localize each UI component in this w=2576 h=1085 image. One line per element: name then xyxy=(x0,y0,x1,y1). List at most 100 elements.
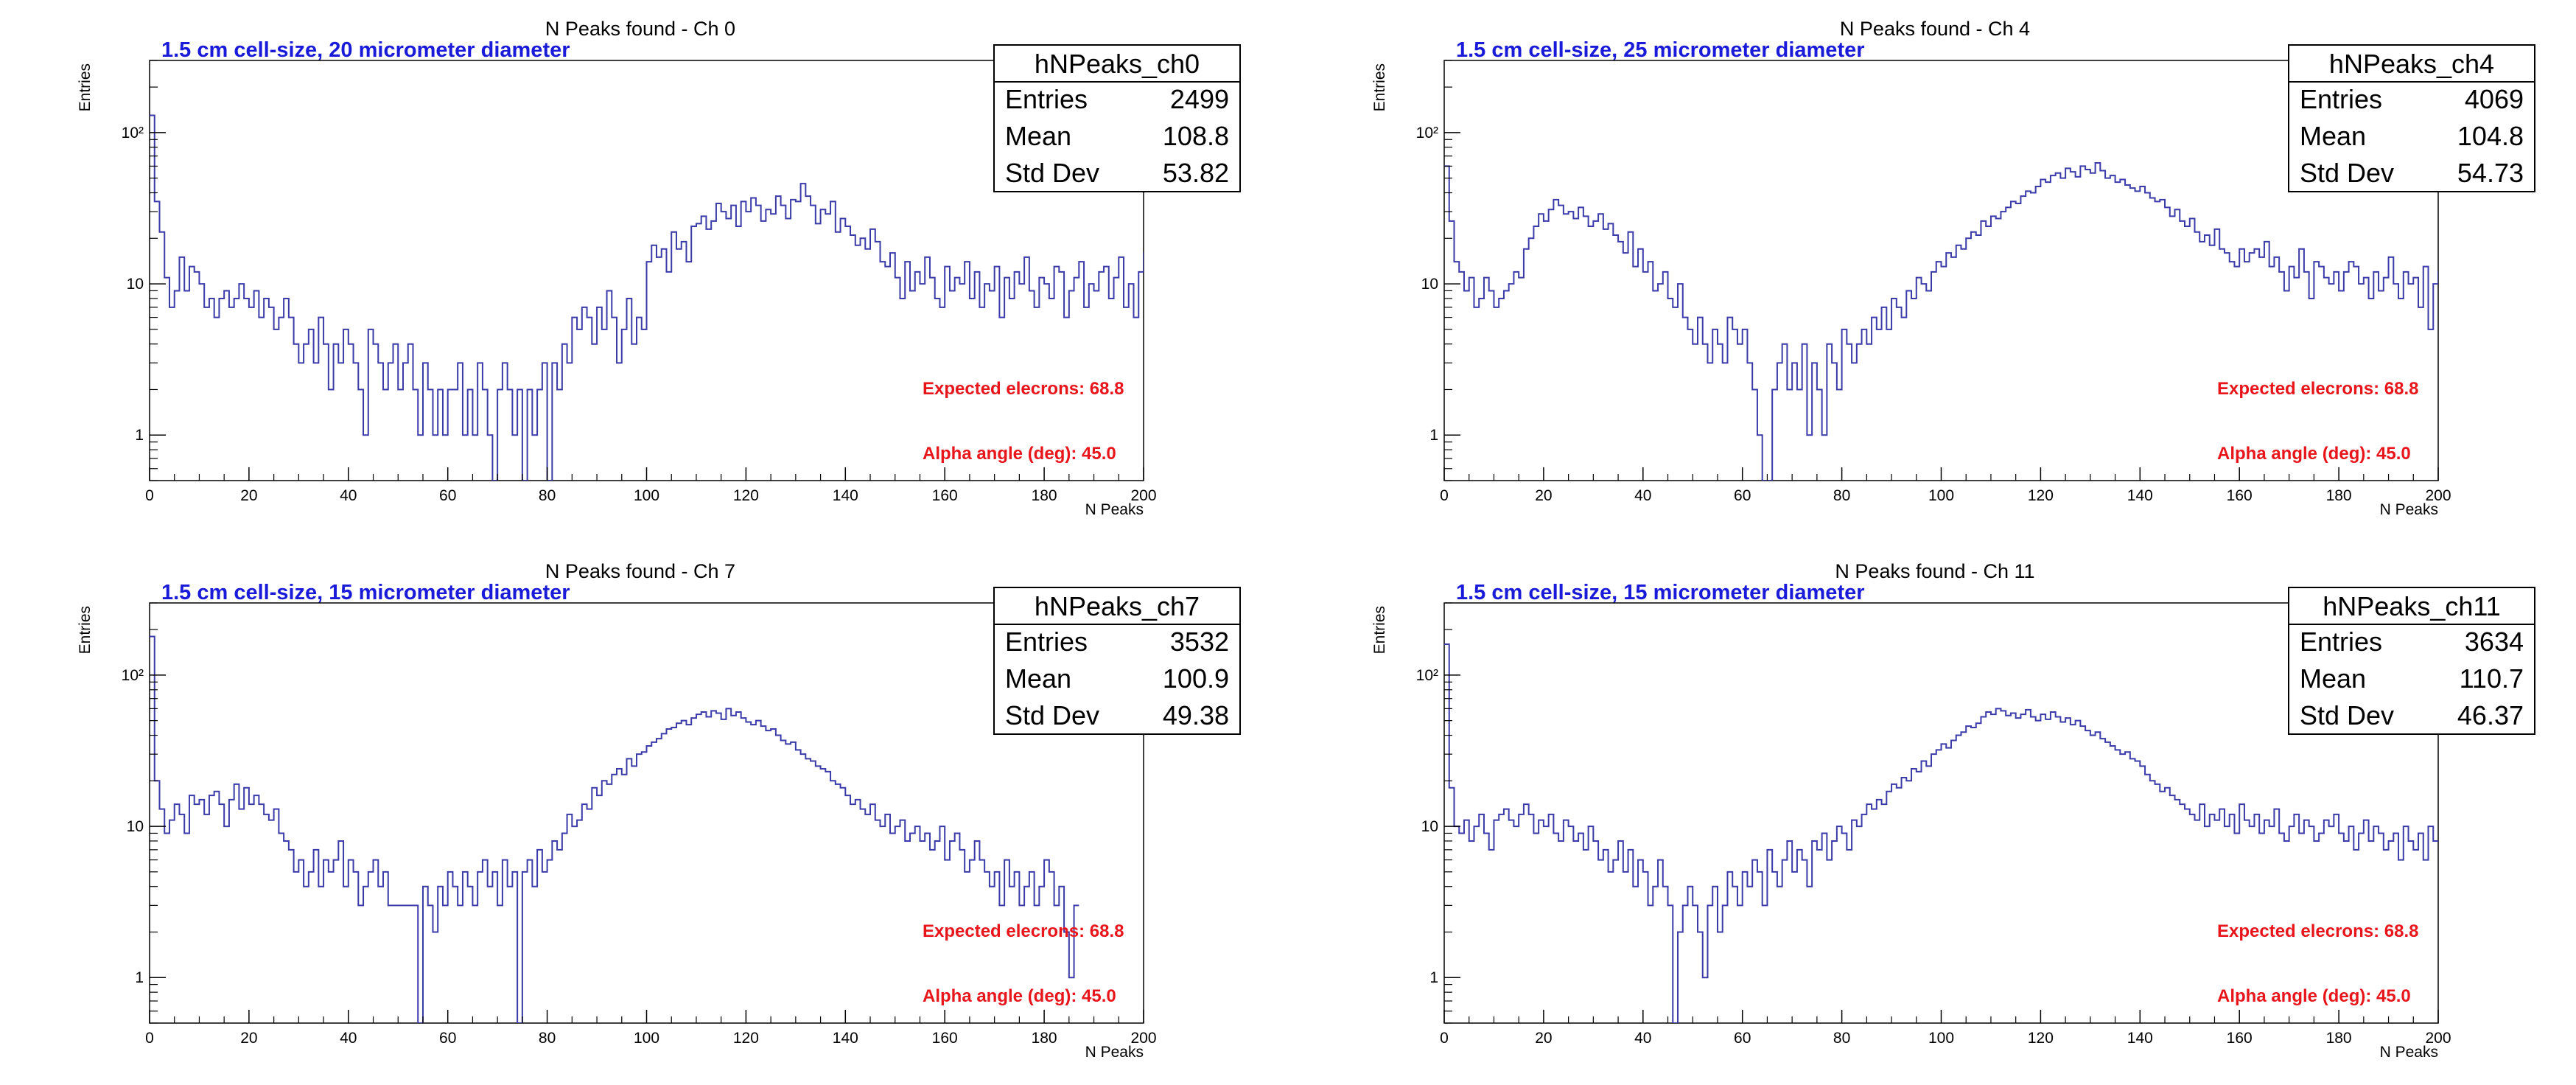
x-tick-label: 120 xyxy=(2028,1030,2054,1047)
x-tick-label: 40 xyxy=(340,1030,357,1047)
stats-name: hNPeaks_ch4 xyxy=(2329,49,2494,79)
x-tick-label: 60 xyxy=(1734,1030,1751,1047)
stats-value: 2499 xyxy=(1170,84,1229,114)
x-tick-label: 140 xyxy=(2127,1030,2153,1047)
y-tick-label: 10² xyxy=(1416,667,1438,684)
stats-label: Mean xyxy=(2300,663,2366,694)
expected-electrons-note: Expected elecrons: 68.8 xyxy=(923,921,1124,941)
chart-subtitle: 1.5 cm cell-size, 25 micrometer diameter xyxy=(1456,38,1865,62)
x-tick-label: 120 xyxy=(733,487,759,504)
x-tick-label: 80 xyxy=(1833,487,1850,504)
alpha-angle-note: Alpha angle (deg): 45.0 xyxy=(923,444,1116,464)
x-tick-label: 140 xyxy=(833,487,858,504)
stats-value: 46.37 xyxy=(2457,700,2524,730)
histogram-line xyxy=(150,114,1144,481)
x-axis-label: N Peaks xyxy=(2380,501,2438,518)
y-tick-label: 10² xyxy=(122,667,144,684)
x-axis-label: N Peaks xyxy=(2380,1044,2438,1061)
y-tick-label: 1 xyxy=(135,427,144,444)
x-tick-label: 100 xyxy=(1928,487,1954,504)
x-tick-label: 120 xyxy=(2028,487,2054,504)
x-tick-label: 20 xyxy=(1535,1030,1552,1047)
stats-name: hNPeaks_ch11 xyxy=(2323,591,2501,621)
y-tick-label: 1 xyxy=(135,969,144,986)
x-tick-label: 160 xyxy=(2227,487,2253,504)
x-tick-label: 200 xyxy=(1130,487,1156,504)
x-tick-label: 40 xyxy=(1634,1030,1651,1047)
x-tick-label: 0 xyxy=(1440,487,1449,504)
x-tick-label: 180 xyxy=(2326,1030,2352,1047)
x-tick-label: 80 xyxy=(539,1030,556,1047)
x-tick-label: 100 xyxy=(634,487,659,504)
chart-subtitle: 1.5 cm cell-size, 15 micrometer diameter xyxy=(161,581,570,604)
stats-value: 3532 xyxy=(1170,627,1229,657)
y-tick-label: 10² xyxy=(122,125,144,142)
x-tick-label: 160 xyxy=(932,487,958,504)
x-tick-label: 60 xyxy=(439,1030,456,1047)
stats-box xyxy=(2288,44,2535,192)
stats-label: Std Dev xyxy=(1005,158,1099,188)
chart-title: N Peaks found - Ch 4 xyxy=(1840,18,2030,40)
stats-value: 3634 xyxy=(2465,627,2524,657)
chart-panel-3: N Peaks found - Ch 111.5 cm cell-size, 1… xyxy=(1371,560,2535,1061)
stats-value: 53.82 xyxy=(1163,158,1229,188)
x-tick-label: 0 xyxy=(145,1030,154,1047)
stats-label: Std Dev xyxy=(2300,158,2394,188)
y-axis-label: Entries xyxy=(1371,63,1388,111)
x-tick-label: 140 xyxy=(2127,487,2153,504)
stats-value: 54.73 xyxy=(2457,158,2524,188)
x-tick-label: 40 xyxy=(1634,487,1651,504)
x-tick-label: 160 xyxy=(2227,1030,2253,1047)
x-tick-label: 100 xyxy=(634,1030,659,1047)
stats-label: Mean xyxy=(2300,121,2366,151)
histogram-line xyxy=(150,635,1079,1023)
chart-panel-1: N Peaks found - Ch 41.5 cm cell-size, 25… xyxy=(1371,18,2535,518)
x-tick-label: 0 xyxy=(1440,1030,1449,1047)
x-tick-label: 40 xyxy=(340,487,357,504)
chart-title: N Peaks found - Ch 7 xyxy=(545,560,735,582)
alpha-angle-note: Alpha angle (deg): 45.0 xyxy=(2217,986,2411,1006)
chart-subtitle: 1.5 cm cell-size, 20 micrometer diameter xyxy=(161,38,570,62)
stats-value: 100.9 xyxy=(1163,663,1229,694)
x-tick-label: 120 xyxy=(733,1030,759,1047)
stats-label: Entries xyxy=(2300,627,2382,657)
y-tick-label: 10 xyxy=(127,276,144,293)
x-tick-label: 60 xyxy=(439,487,456,504)
y-axis-label: Entries xyxy=(1371,606,1388,654)
x-tick-label: 80 xyxy=(539,487,556,504)
x-tick-label: 200 xyxy=(2425,1030,2451,1047)
chart-title: N Peaks found - Ch 0 xyxy=(545,18,735,40)
stats-label: Std Dev xyxy=(2300,700,2394,730)
x-axis-label: N Peaks xyxy=(1085,1044,1144,1061)
stats-label: Entries xyxy=(2300,84,2382,114)
x-tick-label: 140 xyxy=(833,1030,858,1047)
y-tick-label: 10 xyxy=(1421,818,1438,835)
x-tick-label: 20 xyxy=(240,1030,257,1047)
x-tick-label: 20 xyxy=(240,487,257,504)
y-tick-label: 10 xyxy=(127,818,144,835)
stats-value: 104.8 xyxy=(2457,121,2524,151)
alpha-angle-note: Alpha angle (deg): 45.0 xyxy=(2217,444,2411,464)
y-tick-label: 10 xyxy=(1421,276,1438,293)
histogram-line xyxy=(1444,643,2438,1023)
chart-title: N Peaks found - Ch 11 xyxy=(1835,560,2034,582)
stats-value: 49.38 xyxy=(1163,700,1229,730)
stats-label: Mean xyxy=(1005,121,1071,151)
stats-box xyxy=(993,44,1241,192)
expected-electrons-note: Expected elecrons: 68.8 xyxy=(2217,379,2418,399)
y-tick-label: 1 xyxy=(1429,427,1438,444)
stats-value: 110.7 xyxy=(2460,663,2524,694)
x-tick-label: 0 xyxy=(145,487,154,504)
y-tick-label: 1 xyxy=(1429,969,1438,986)
chart-panel-0: N Peaks found - Ch 01.5 cm cell-size, 20… xyxy=(77,18,1241,518)
alpha-angle-note: Alpha angle (deg): 45.0 xyxy=(923,986,1116,1006)
stats-value: 4069 xyxy=(2465,84,2524,114)
stats-value: 108.8 xyxy=(1163,121,1229,151)
x-axis-label: N Peaks xyxy=(1085,501,1144,518)
histogram-line xyxy=(1444,162,2438,481)
x-tick-label: 180 xyxy=(2326,487,2352,504)
x-tick-label: 60 xyxy=(1734,487,1751,504)
stats-label: Entries xyxy=(1005,627,1088,657)
expected-electrons-note: Expected elecrons: 68.8 xyxy=(2217,921,2418,941)
